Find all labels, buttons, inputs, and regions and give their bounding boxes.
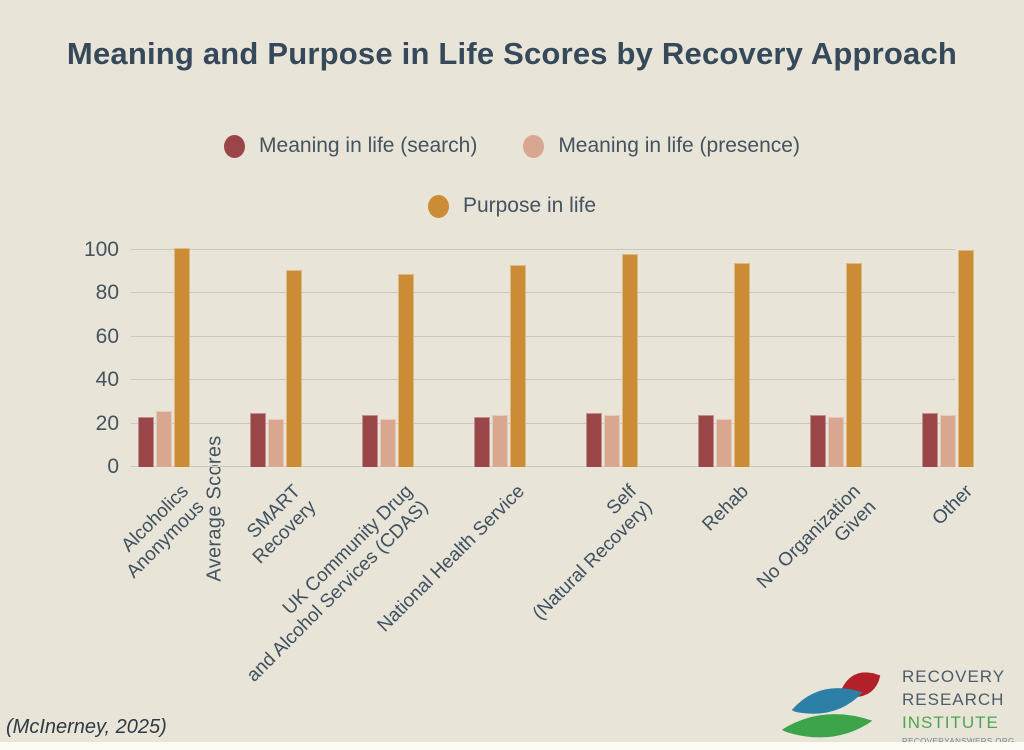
logo-text: RECOVERY RESEARCH INSTITUTE RECOVERYANSW… xyxy=(902,665,1015,748)
legend-item-search: Meaning in life (search) xyxy=(224,134,477,158)
legend-label: Purpose in life xyxy=(462,194,597,217)
gridline xyxy=(131,249,955,250)
logo-line-institute: INSTITUTE xyxy=(902,713,999,732)
leaf-green xyxy=(781,714,873,738)
bar-group xyxy=(810,227,862,467)
recovery-research-institute-logo: RECOVERY RESEARCH INSTITUTE RECOVERYANSW… xyxy=(780,660,1018,748)
y-tick-label: 40 xyxy=(95,368,119,392)
bar-group xyxy=(586,227,638,467)
bar-group xyxy=(362,227,414,467)
gridline xyxy=(131,422,955,424)
bar-meaning-in-life-search xyxy=(698,414,714,467)
bar-meaning-in-life-search xyxy=(810,414,826,467)
leaf-teal xyxy=(791,688,863,714)
bar-meaning-in-life-presence xyxy=(268,419,284,467)
logo-url: RECOVERYANSWERS.ORG xyxy=(902,737,1015,746)
logo-line-recovery: RECOVERY xyxy=(902,667,1006,686)
gridline xyxy=(131,466,955,467)
gridline xyxy=(131,379,955,381)
bar-purpose-in-life xyxy=(846,263,862,467)
legend-circle-icon xyxy=(224,134,246,158)
bar-purpose-in-life xyxy=(398,273,414,467)
legend-item-purpose: Purpose in life xyxy=(427,194,597,218)
logo-line-research: RESEARCH xyxy=(902,690,1005,709)
bar-meaning-in-life-presence xyxy=(940,414,956,467)
bar-meaning-in-life-search xyxy=(474,417,490,467)
bar-meaning-in-life-presence xyxy=(716,419,732,467)
legend-item-presence: Meaning in life (presence) xyxy=(523,134,800,158)
bar-meaning-in-life-search xyxy=(138,417,154,467)
legend-circle-icon xyxy=(523,134,545,158)
citation-text: (McInerney, 2025) xyxy=(6,716,167,738)
bar-meaning-in-life-search xyxy=(250,412,266,467)
bar-meaning-in-life-presence xyxy=(828,417,844,467)
bar-purpose-in-life xyxy=(510,265,526,467)
bar-meaning-in-life-presence xyxy=(604,414,620,467)
gridline xyxy=(131,292,955,294)
legend-row-1: Meaning in life (search) Meaning in life… xyxy=(0,134,1024,158)
y-tick-label: 80 xyxy=(95,281,119,305)
bar-group xyxy=(138,227,190,467)
bar-meaning-in-life-presence xyxy=(492,414,508,467)
bar-group xyxy=(698,227,750,467)
y-tick-label: 20 xyxy=(95,411,119,435)
plot-area: Average Scores 0 20 40 60 80 100 Alcoholics Ano… xyxy=(84,227,977,686)
bar-meaning-in-life-search xyxy=(586,412,602,467)
y-tick-label: 0 xyxy=(107,455,119,478)
y-tick-label: 60 xyxy=(95,324,119,348)
bar-meaning-in-life-presence xyxy=(380,419,396,467)
bar-purpose-in-life xyxy=(958,250,974,467)
bar-group xyxy=(922,227,974,467)
bar-meaning-in-life-search xyxy=(922,412,938,467)
legend-label: Meaning in life (presence) xyxy=(558,134,800,157)
bar-group xyxy=(250,227,302,467)
gridline xyxy=(131,335,955,337)
bar-meaning-in-life-presence xyxy=(156,410,172,467)
bar-group xyxy=(474,227,526,467)
bar-purpose-in-life xyxy=(174,247,190,467)
logo-leaves-icon xyxy=(781,672,881,738)
bar-purpose-in-life xyxy=(622,254,638,467)
legend-row-2: Purpose in life xyxy=(0,194,1024,218)
legend-circle-icon xyxy=(427,194,449,218)
y-tick-label: 100 xyxy=(83,238,119,261)
bar-purpose-in-life xyxy=(286,269,302,467)
bar-purpose-in-life xyxy=(734,263,750,467)
bottom-strip xyxy=(0,742,1024,750)
bar-meaning-in-life-search xyxy=(362,414,378,467)
chart-title: Meaning and Purpose in Life Scores by Re… xyxy=(66,36,958,71)
legend-label: Meaning in life (search) xyxy=(259,134,478,157)
